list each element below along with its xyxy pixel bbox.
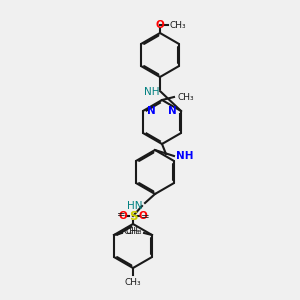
Text: NH: NH	[144, 87, 160, 97]
Text: CH₃: CH₃	[125, 278, 141, 287]
Text: CH₃: CH₃	[177, 92, 194, 101]
Text: N: N	[147, 106, 156, 116]
Text: =: =	[117, 210, 125, 220]
Text: HN: HN	[127, 201, 143, 211]
Text: N: N	[168, 106, 177, 116]
Text: O: O	[156, 20, 164, 30]
Text: NH: NH	[176, 151, 194, 161]
Text: CH₃: CH₃	[126, 226, 142, 236]
Text: CH₃: CH₃	[170, 20, 187, 29]
Text: =: =	[141, 212, 149, 222]
Text: S: S	[129, 209, 137, 223]
Text: O: O	[118, 211, 127, 221]
Text: O: O	[139, 211, 147, 221]
Text: CH₃: CH₃	[123, 226, 140, 236]
